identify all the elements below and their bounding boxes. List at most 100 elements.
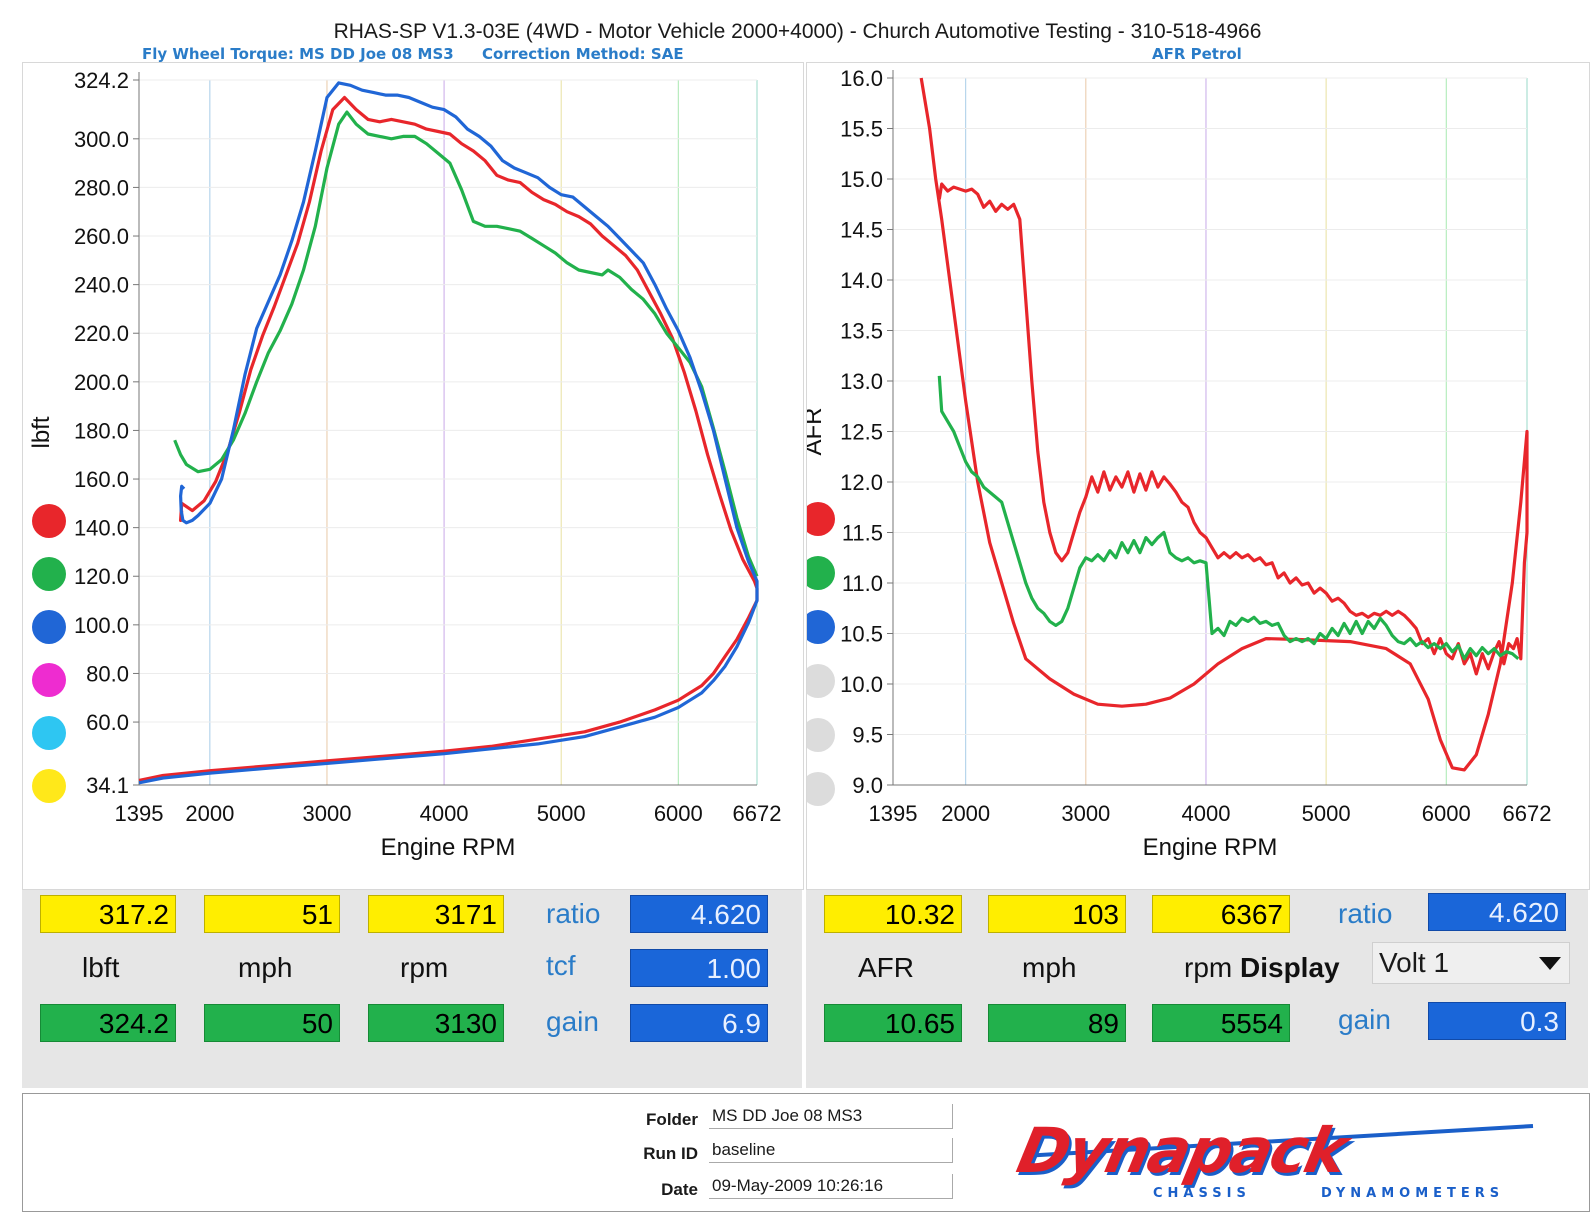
chevron-down-icon: [1539, 957, 1561, 970]
peak-rpm-value: 3130: [368, 1004, 504, 1042]
page-title: RHAS-SP V1.3-03E (4WD - Motor Vehicle 20…: [333, 20, 1262, 43]
chart-afr-xtick-label-4000: 4000: [1181, 801, 1230, 826]
ratio-label: ratio: [546, 898, 601, 929]
gain-value: 6.9: [630, 1004, 768, 1042]
afr-subtitle: AFR Petrol: [1152, 45, 1242, 63]
chart-afr-xtick-label-1395: 1395: [869, 801, 918, 826]
torque-chart-panel: 324.2 300.0 280.0 260.0 240.0 220.0 200.0 180.0…: [22, 62, 804, 890]
chart-afr-y-axis-label: AFR: [807, 408, 827, 456]
peak-mph-value: 50: [204, 1004, 340, 1042]
afr-chart-panel: 16.0 15.5 15.0 14.5 14.0 13.5 13.0 12.5 12.0 11.5…: [800, 62, 1590, 890]
torque-subtitle: Fly Wheel Torque: MS DD Joe 08 MS3: [142, 45, 454, 63]
chart-afr-ytick-label-14.0: 14.0: [840, 268, 883, 293]
chart-torque-ytick-label-160.0: 160.0: [74, 467, 129, 492]
chart-torque-ytick-label-300.0: 300.0: [74, 127, 129, 152]
chart-afr-ytick-label-15.0: 15.0: [840, 167, 883, 192]
afr-chart: 16.0 15.5 15.0 14.5 14.0 13.5 13.0 12.5 12.0 11.5…: [800, 66, 1552, 861]
chart-torque-ytick-label-100.0: 100.0: [74, 613, 129, 638]
torque-chart: 324.2 300.0 280.0 260.0 240.0 220.0 200.0 180.0…: [28, 68, 782, 861]
chart-afr-x-axis-label: Engine RPM: [1143, 834, 1278, 861]
chart-torque-ytick-label-80.0: 80.0: [86, 661, 129, 686]
torque-readout-panel: 317.2 51 3171 lbft mph rpm 324.2 50 3130…: [22, 890, 802, 1088]
chart-torque-legend-dot-6: [32, 769, 66, 803]
chart-torque-xtick-label-2000: 2000: [185, 801, 234, 826]
date-value: 09-May-2009 10:26:16: [709, 1174, 953, 1199]
afr-readout-panel: 10.32 103 6367 AFR mph rpm Display 10.65…: [806, 890, 1588, 1088]
correction-subtitle: Correction Method: SAE: [482, 45, 684, 63]
chart-torque-ytick-label-34.1: 34.1: [86, 773, 129, 798]
chart-afr-ytick-label-12.5: 12.5: [840, 420, 883, 445]
chart-afr-xtick-label-3000: 3000: [1061, 801, 1110, 826]
chart-torque-legend-dot-5: [32, 716, 66, 750]
dynapack-logo: Dynapack CHASSIS DYNAMOMETERS: [1011, 1106, 1553, 1206]
chart-afr-ytick-label-13.5: 13.5: [840, 319, 883, 344]
dynapack-logo-art: [1013, 1110, 1553, 1176]
chart-torque-ytick-label-60.0: 60.0: [86, 710, 129, 735]
ratio-value-right: 4.620: [1428, 893, 1566, 931]
logo-wordmark: Dynapack: [1011, 1114, 1353, 1187]
chart-torque-ytick-label-140.0: 140.0: [74, 516, 129, 541]
rpm-unit-label: rpm: [400, 952, 449, 983]
chart-torque-legend-dot-2: [32, 557, 66, 591]
chart-afr-legend-dot-5: [801, 718, 835, 752]
folder-label: Folder: [646, 1110, 698, 1129]
gain-value-right: 0.3: [1428, 1002, 1566, 1040]
chart-afr-legend-dot-6: [801, 772, 835, 806]
mph-unit-label-right: mph: [1022, 952, 1077, 983]
tcf-label: tcf: [546, 950, 576, 981]
chart-afr-legend-dot-1: [801, 502, 835, 536]
chart-afr-legend-dot-4: [801, 664, 835, 698]
chart-torque-xtick-label-4000: 4000: [420, 801, 469, 826]
chart-afr-ytick-label-11.0: 11.0: [842, 571, 883, 596]
chart-torque-ytick-label-120.0: 120.0: [74, 564, 129, 589]
chart-afr-ytick-label-15.5: 15.5: [840, 117, 883, 142]
lbft-unit-label: lbft: [82, 952, 120, 983]
chart-afr-series-line-1: [919, 77, 1529, 772]
tcf-value: 1.00: [630, 949, 768, 987]
chart-torque-legend-dot-3: [32, 610, 66, 644]
chart-torque-legend-dot-1: [32, 504, 66, 538]
chart-afr-ytick-label-9.0: 9.0: [852, 773, 883, 798]
afr-unit-label: AFR: [858, 952, 914, 983]
chart-afr-xtick-label-2000: 2000: [941, 801, 990, 826]
chart-torque-xtick-label-1395: 1395: [115, 801, 164, 826]
ratio-value: 4.620: [630, 895, 768, 933]
chart-torque-ytick-label-220.0: 220.0: [74, 321, 129, 346]
rpm-unit-label-right: rpm: [1184, 952, 1233, 983]
chart-afr-ytick-label-16.0: 16.0: [840, 66, 883, 91]
chart-afr-xtick-label-6000: 6000: [1422, 801, 1471, 826]
chart-afr-xtick-label-6672: 6672: [1503, 801, 1552, 826]
chart-afr-ytick-label-10.0: 10.0: [840, 672, 883, 697]
chart-torque-series-line-2: [173, 110, 759, 577]
logo-subtitle-dynamometers: DYNAMOMETERS: [1321, 1186, 1505, 1201]
chart-afr-ytick-label-9.5: 9.5: [852, 723, 883, 748]
chart-torque-legend-dot-4: [32, 663, 66, 697]
display-select[interactable]: Volt 1: [1372, 942, 1570, 984]
chart-afr-ytick-label-11.5: 11.5: [842, 521, 883, 546]
chart-torque-series-line-1: [138, 95, 759, 782]
chart-torque-xtick-label-5000: 5000: [537, 801, 586, 826]
run-id-label: Run ID: [643, 1144, 698, 1163]
chart-torque-xtick-label-6672: 6672: [733, 801, 782, 826]
peak-lbft-value: 324.2: [40, 1004, 176, 1042]
display-label: Display: [1240, 952, 1340, 983]
cursor-afr-value: 10.32: [824, 895, 962, 933]
chart-afr-xtick-label-5000: 5000: [1302, 801, 1351, 826]
run-id-value: baseline: [709, 1138, 953, 1163]
chart-afr-legend-dot-2: [801, 556, 835, 590]
chart-torque-xtick-label-3000: 3000: [302, 801, 351, 826]
gain-label-right: gain: [1338, 1004, 1391, 1035]
chart-afr-ytick-label-13.0: 13.0: [840, 369, 883, 394]
ratio-label-right: ratio: [1338, 898, 1393, 929]
chart-torque-series-line-3: [138, 81, 759, 785]
chart-afr-legend-dot-3: [801, 610, 835, 644]
chart-torque-ytick-label-200.0: 200.0: [74, 370, 129, 395]
chart-torque-ytick-label-324.2: 324.2: [74, 68, 129, 93]
cursor-mph-value-right: 103: [988, 895, 1126, 933]
cursor-mph-value: 51: [204, 895, 340, 933]
cursor-rpm-value-right: 6367: [1152, 895, 1290, 933]
chart-torque-ytick-label-260.0: 260.0: [74, 224, 129, 249]
chart-torque-ytick-label-240.0: 240.0: [74, 273, 129, 298]
cursor-lbft-value: 317.2: [40, 895, 176, 933]
mph-unit-label: mph: [238, 952, 293, 983]
